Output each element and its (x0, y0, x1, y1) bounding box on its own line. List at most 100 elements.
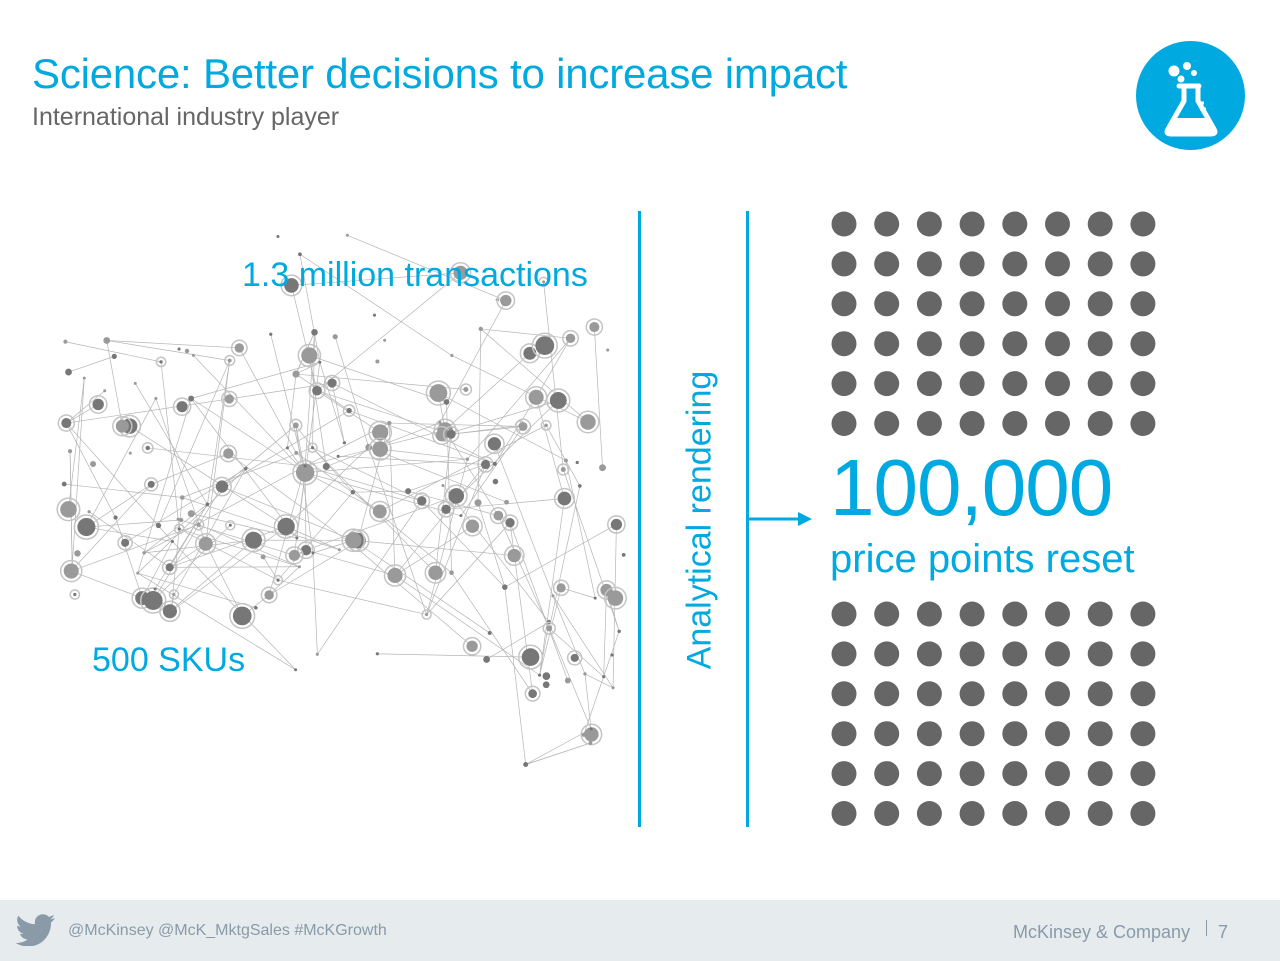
dot (1087, 251, 1113, 277)
network-node (73, 592, 77, 597)
network-node-ring (496, 291, 516, 311)
dot (1002, 601, 1028, 627)
network-node (505, 517, 515, 528)
network-node (570, 653, 579, 662)
network-node (578, 484, 582, 488)
network-node-ring (462, 636, 482, 656)
network-node-ring (297, 541, 315, 560)
network-node (610, 653, 614, 657)
network-node-ring (139, 587, 167, 614)
divider-right (746, 211, 749, 827)
network-node (198, 536, 213, 551)
network-node (65, 368, 72, 376)
network-node (607, 590, 624, 606)
network-node (223, 448, 234, 459)
network-node (487, 630, 492, 635)
network-node (103, 337, 111, 344)
network-node (87, 510, 91, 514)
network-node (153, 587, 157, 591)
dot (1002, 761, 1028, 787)
network-node-ring (297, 343, 322, 368)
network-node (611, 686, 615, 690)
network-node (61, 481, 67, 487)
dot (1087, 291, 1113, 317)
network-node (446, 429, 456, 439)
network-node (372, 424, 389, 441)
network-node (63, 563, 79, 579)
network-node-ring (484, 433, 505, 455)
network-node (336, 454, 340, 458)
network-node-ring (159, 600, 181, 623)
network-node-ring (161, 559, 178, 576)
dot (1130, 721, 1156, 747)
network-node (345, 233, 349, 237)
network-node (557, 491, 572, 506)
network-node (245, 531, 262, 549)
network-node (523, 762, 529, 768)
network-node-ring (449, 262, 472, 284)
dot (1087, 411, 1113, 436)
network-node (180, 495, 185, 500)
network-node (297, 565, 301, 569)
dot (874, 411, 900, 436)
dot (959, 641, 985, 667)
dot (831, 251, 857, 277)
network-node (142, 551, 146, 555)
network-node (143, 591, 163, 610)
network-node-ring (424, 561, 447, 584)
network-node (327, 378, 337, 388)
dot (1002, 251, 1028, 277)
network-node (575, 460, 579, 465)
network-node (147, 480, 155, 488)
network-node (74, 550, 81, 557)
dot (874, 291, 900, 317)
dot (959, 411, 985, 436)
dot (1002, 411, 1028, 436)
network-node (463, 386, 469, 392)
network-node (617, 629, 621, 634)
network-node (563, 458, 568, 463)
network-node (372, 313, 377, 317)
dot (1045, 251, 1070, 277)
network-node (544, 423, 548, 428)
dot (1087, 761, 1113, 787)
dot (1087, 641, 1113, 667)
network-node (311, 551, 315, 555)
dot (1045, 801, 1070, 826)
network-edges (64, 234, 620, 765)
network-node-ring (155, 356, 167, 368)
network-node (372, 441, 389, 457)
dot (1045, 411, 1070, 436)
dot (916, 331, 942, 357)
network-node-ring (194, 533, 217, 555)
network-node (276, 578, 280, 582)
network-node-ring (229, 602, 256, 630)
network-node (311, 328, 318, 336)
network-node-ring (444, 484, 468, 508)
network-node (387, 420, 392, 426)
network-node-ring (425, 380, 452, 406)
network-node (528, 689, 537, 698)
dot (1130, 601, 1156, 627)
network-node (294, 451, 299, 455)
network-node (224, 394, 234, 404)
network-node (492, 478, 499, 485)
network-node-ring (368, 437, 392, 461)
network-node-ring (143, 477, 159, 492)
network-node-ring (307, 442, 318, 454)
network-node (504, 499, 509, 505)
network-node (196, 522, 201, 527)
dot (874, 761, 900, 787)
network-node (90, 461, 97, 468)
dot (1045, 641, 1070, 667)
dot (1130, 801, 1156, 826)
dot (874, 251, 900, 277)
network-node (315, 652, 319, 656)
network-node (588, 741, 593, 745)
twitter-icon[interactable] (16, 914, 56, 946)
network-node (172, 593, 176, 597)
network-node-ring (292, 459, 319, 486)
dot (1002, 371, 1028, 397)
network-node-ring (168, 589, 180, 600)
network-node (481, 459, 491, 470)
